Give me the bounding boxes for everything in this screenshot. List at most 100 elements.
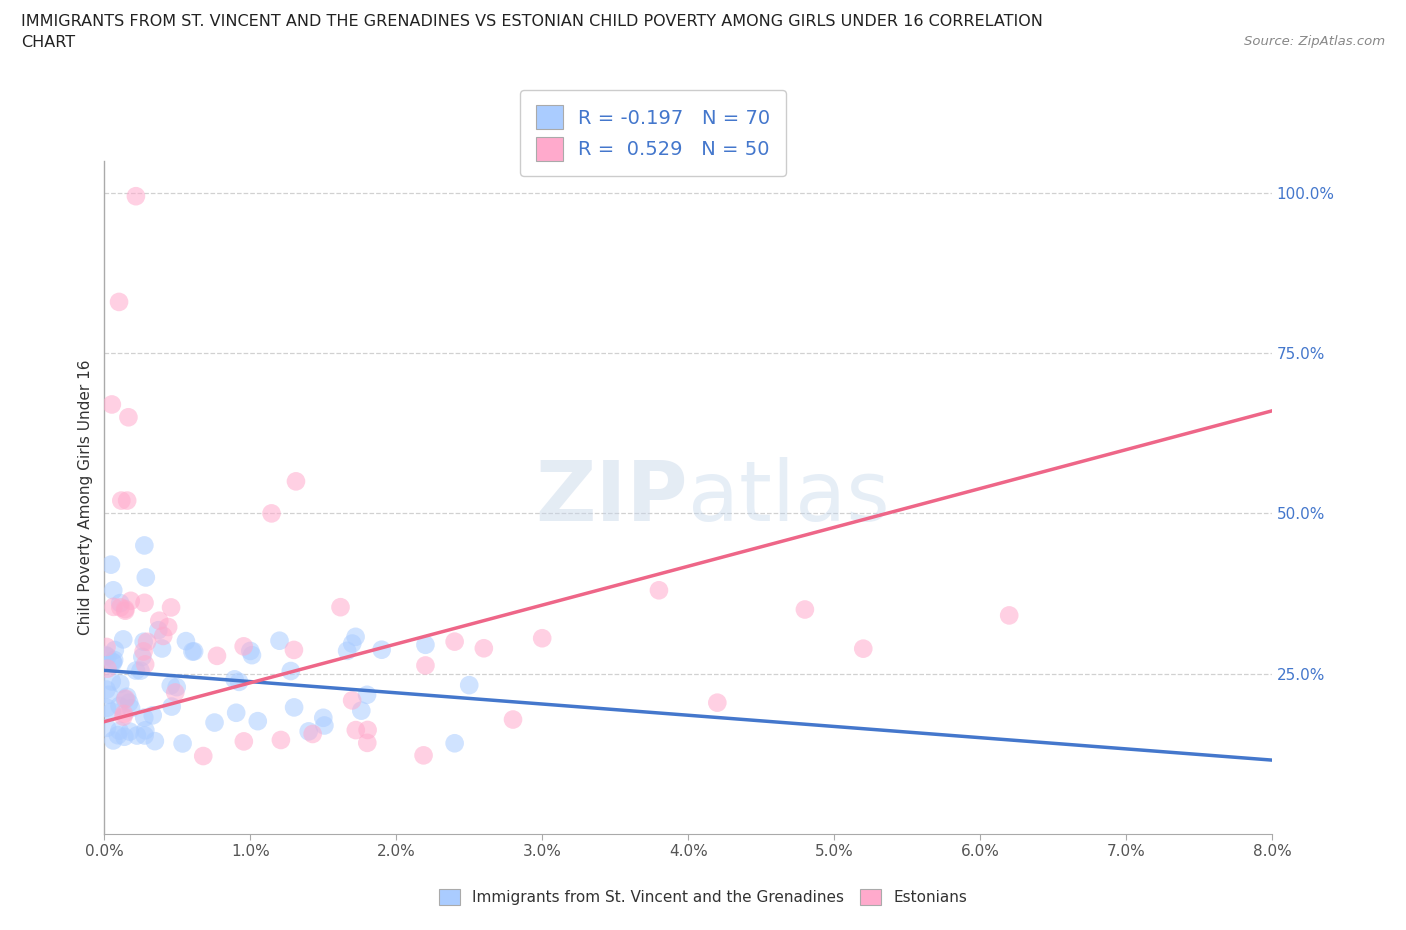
Point — [160, 600, 183, 615]
Point — [115, 493, 138, 508]
Point — [129, 663, 152, 678]
Point — [301, 726, 323, 741]
Legend: Immigrants from St. Vincent and the Grenadines, Estonians: Immigrants from St. Vincent and the Gren… — [432, 882, 974, 913]
Point — [115, 689, 138, 704]
Point — [114, 691, 136, 706]
Point — [225, 705, 247, 720]
Point — [96, 683, 118, 698]
Point — [125, 189, 148, 204]
Point — [110, 493, 132, 508]
Point — [228, 674, 250, 689]
Y-axis label: Child Poverty Among Girls Under 16: Child Poverty Among Girls Under 16 — [79, 360, 93, 635]
Point — [103, 733, 125, 748]
Point — [136, 634, 159, 649]
Point — [96, 721, 118, 736]
Point — [224, 671, 246, 686]
Point — [96, 700, 118, 715]
Point — [118, 696, 141, 711]
Point — [152, 629, 174, 644]
Point — [118, 724, 141, 739]
Point — [344, 723, 367, 737]
Point — [472, 641, 495, 656]
Point — [143, 734, 166, 749]
Point — [96, 649, 118, 664]
Point — [120, 593, 142, 608]
Point — [183, 644, 205, 658]
Point — [998, 608, 1021, 623]
Point — [342, 636, 364, 651]
Point — [283, 700, 305, 715]
Point — [415, 658, 437, 673]
Point — [336, 644, 359, 658]
Point — [134, 711, 156, 725]
Point — [112, 710, 135, 724]
Point — [100, 557, 122, 572]
Point — [531, 631, 554, 645]
Point — [108, 295, 131, 310]
Point — [283, 643, 305, 658]
Point — [97, 687, 120, 702]
Point — [285, 474, 308, 489]
Point — [148, 613, 170, 628]
Point — [110, 676, 132, 691]
Point — [205, 648, 228, 663]
Point — [502, 712, 524, 727]
Point — [443, 634, 465, 649]
Point — [172, 736, 194, 751]
Point — [101, 397, 124, 412]
Point — [112, 707, 135, 722]
Point — [114, 602, 136, 617]
Point — [110, 595, 132, 610]
Point — [132, 644, 155, 658]
Point — [240, 647, 263, 662]
Point — [443, 736, 465, 751]
Point — [108, 724, 131, 738]
Point — [159, 678, 181, 693]
Point — [458, 678, 481, 693]
Point — [312, 711, 335, 725]
Point — [150, 641, 173, 656]
Point — [112, 632, 135, 647]
Point — [706, 696, 728, 711]
Point — [108, 698, 131, 713]
Point — [356, 687, 378, 702]
Point — [117, 410, 139, 425]
Point — [110, 600, 132, 615]
Point — [246, 713, 269, 728]
Point — [96, 661, 118, 676]
Point — [648, 583, 671, 598]
Point — [280, 664, 302, 679]
Point — [112, 729, 135, 744]
Point — [148, 623, 170, 638]
Text: Source: ZipAtlas.com: Source: ZipAtlas.com — [1244, 35, 1385, 48]
Point — [232, 734, 254, 749]
Point — [852, 641, 875, 656]
Point — [793, 602, 815, 617]
Text: IMMIGRANTS FROM ST. VINCENT AND THE GRENADINES VS ESTONIAN CHILD POVERTY AMONG G: IMMIGRANTS FROM ST. VINCENT AND THE GREN… — [21, 14, 1043, 29]
Point — [114, 604, 136, 618]
Point — [134, 723, 156, 737]
Point — [101, 674, 124, 689]
Point — [160, 699, 183, 714]
Point — [94, 647, 117, 662]
Point — [193, 749, 215, 764]
Point — [415, 637, 437, 652]
Point — [412, 748, 434, 763]
Point — [260, 506, 283, 521]
Point — [350, 703, 373, 718]
Point — [103, 583, 125, 598]
Point — [101, 704, 124, 719]
Point — [356, 736, 378, 751]
Point — [232, 639, 254, 654]
Text: ZIP: ZIP — [536, 457, 688, 538]
Point — [370, 643, 392, 658]
Point — [103, 653, 125, 668]
Point — [166, 680, 188, 695]
Point — [181, 644, 204, 659]
Point — [135, 570, 157, 585]
Point — [314, 718, 336, 733]
Text: CHART: CHART — [21, 35, 75, 50]
Point — [120, 701, 142, 716]
Point — [104, 643, 127, 658]
Legend: R = -0.197   N = 70, R =  0.529   N = 50: R = -0.197 N = 70, R = 0.529 N = 50 — [520, 90, 786, 177]
